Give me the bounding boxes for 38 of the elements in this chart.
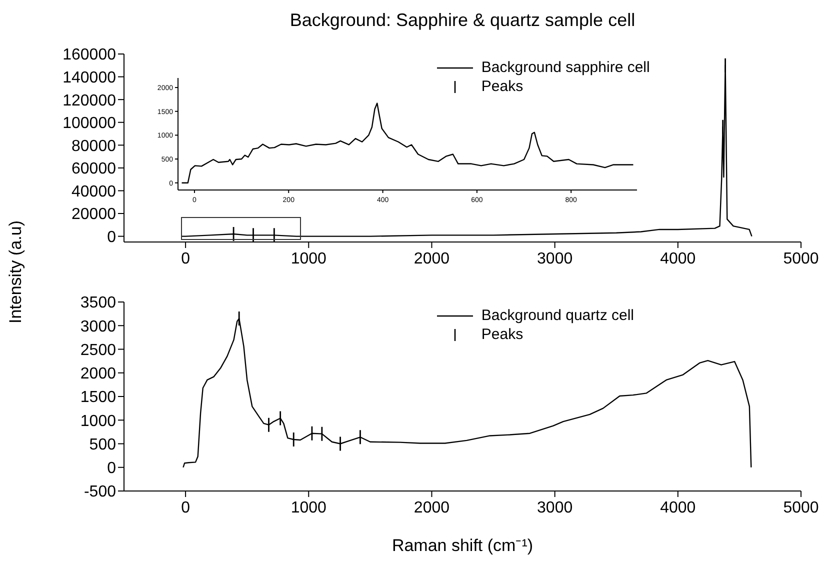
x-tick-label: 0 [181,250,190,268]
x-tick-label: 4000 [660,499,696,516]
y-tick-label: 160000 [62,46,116,64]
y-axis-title: Intensity (a.u) [6,220,26,326]
y-tick-label: 1500 [80,389,116,406]
y-tick-label: 60000 [72,160,116,178]
y-tick-label: 100000 [62,115,116,132]
y-tick-label: 500 [89,436,116,454]
legend-label: Peaks [481,325,524,344]
y-tick-label: 3000 [80,318,116,336]
legend-label: Peaks [481,77,524,96]
y-tick-label: 2500 [80,342,116,359]
x-tick-label: 1000 [290,250,327,268]
x-tick-label: 5000 [783,499,819,516]
x-tick-label: 1000 [290,499,327,516]
y-tick-label: 40000 [72,183,116,200]
x-tick-label: 2000 [414,250,450,268]
y-tick-label: 80000 [72,138,116,155]
x-tick-label: 5000 [783,250,819,268]
legend-label: Background sapphire cell [481,58,650,77]
y-tick-label: 1000 [80,412,116,430]
y-tick-label: 120000 [62,92,116,110]
y-tick-label: 0 [107,228,116,246]
y-tick-label: 140000 [62,69,116,86]
x-tick-label: 3000 [537,250,573,268]
x-tick-label: 4000 [660,250,696,268]
y-tick-label: 20000 [72,206,116,224]
y-tick-label: -500 [84,484,116,501]
line-series [181,102,634,184]
x-tick-label: 2000 [414,499,450,516]
x-tick-label: 0 [181,499,190,516]
y-tick-label: 0 [107,460,116,478]
legend-label: Background quartz cell [481,306,634,325]
x-tick-label: 3000 [537,499,573,516]
y-tick-label: 3500 [80,294,116,312]
y-tick-label: 2000 [80,366,116,383]
chart-title: Background: Sapphire & quartz sample cell [288,10,636,31]
x-axis-title: Raman shift (cm⁻¹) [390,535,534,556]
